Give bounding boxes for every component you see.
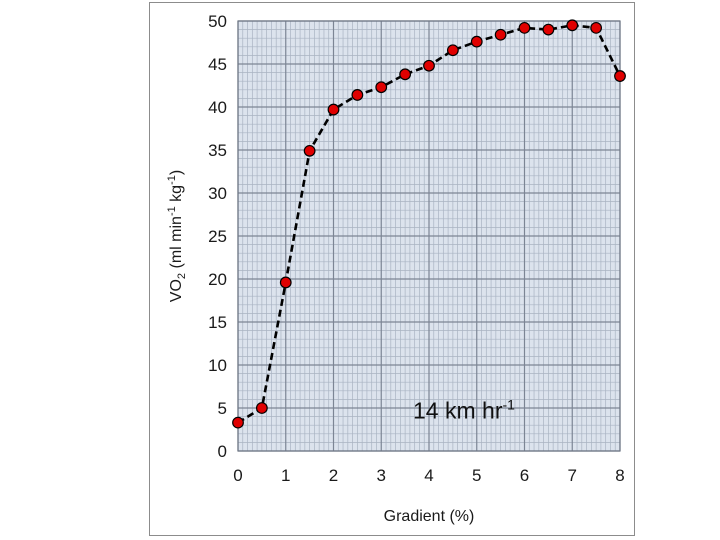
data-point [542, 23, 555, 36]
data-point [399, 68, 412, 81]
data-point [327, 103, 340, 116]
y-tick-label: 50 [208, 12, 227, 31]
data-point [566, 19, 579, 32]
data-point [590, 21, 603, 34]
y-tick-label: 45 [208, 55, 227, 74]
data-point [494, 28, 507, 41]
y-tick-label: 10 [208, 356, 227, 375]
y-tick-label: 20 [208, 270, 227, 289]
x-tick-label: 1 [281, 466, 290, 485]
x-tick-label: 7 [568, 466, 577, 485]
y-tick-label: 40 [208, 98, 227, 117]
data-point [351, 89, 364, 101]
x-tick-label: 2 [329, 466, 338, 485]
plot-border [237, 20, 621, 452]
y-tick-label: 35 [208, 141, 227, 160]
chart-frame: 0 5 10 15 20 25 30 35 40 45 50 0 1 2 3 4 5 6 7 8 Gradient (%… [149, 2, 635, 536]
x-tick-label: 6 [520, 466, 529, 485]
data-point [375, 81, 388, 94]
x-tick-label: 3 [377, 466, 386, 485]
x-tick-label: 0 [233, 466, 242, 485]
data-point [614, 70, 626, 82]
data-point [279, 276, 292, 289]
data-point [303, 144, 316, 157]
y-tick-label: 5 [218, 399, 227, 418]
data-point [518, 21, 531, 34]
y-axis-title: VO2 (ml min-1 kg-1) [166, 170, 188, 302]
x-tick-label: 8 [615, 466, 624, 485]
x-axis-title: Gradient (%) [384, 508, 475, 525]
data-point [470, 35, 483, 48]
speed-annotation: 14 km hr-1 [413, 396, 515, 423]
x-tick-label: 5 [472, 466, 481, 485]
y-tick-label: 0 [218, 442, 227, 461]
x-tick-label: 4 [424, 466, 433, 485]
y-tick-label: 25 [208, 227, 227, 246]
y-tick-label: 30 [208, 184, 227, 203]
data-point [232, 416, 244, 429]
data-point [423, 59, 435, 72]
data-point [255, 402, 268, 414]
y-tick-label: 15 [208, 313, 227, 332]
data-point [446, 44, 459, 57]
